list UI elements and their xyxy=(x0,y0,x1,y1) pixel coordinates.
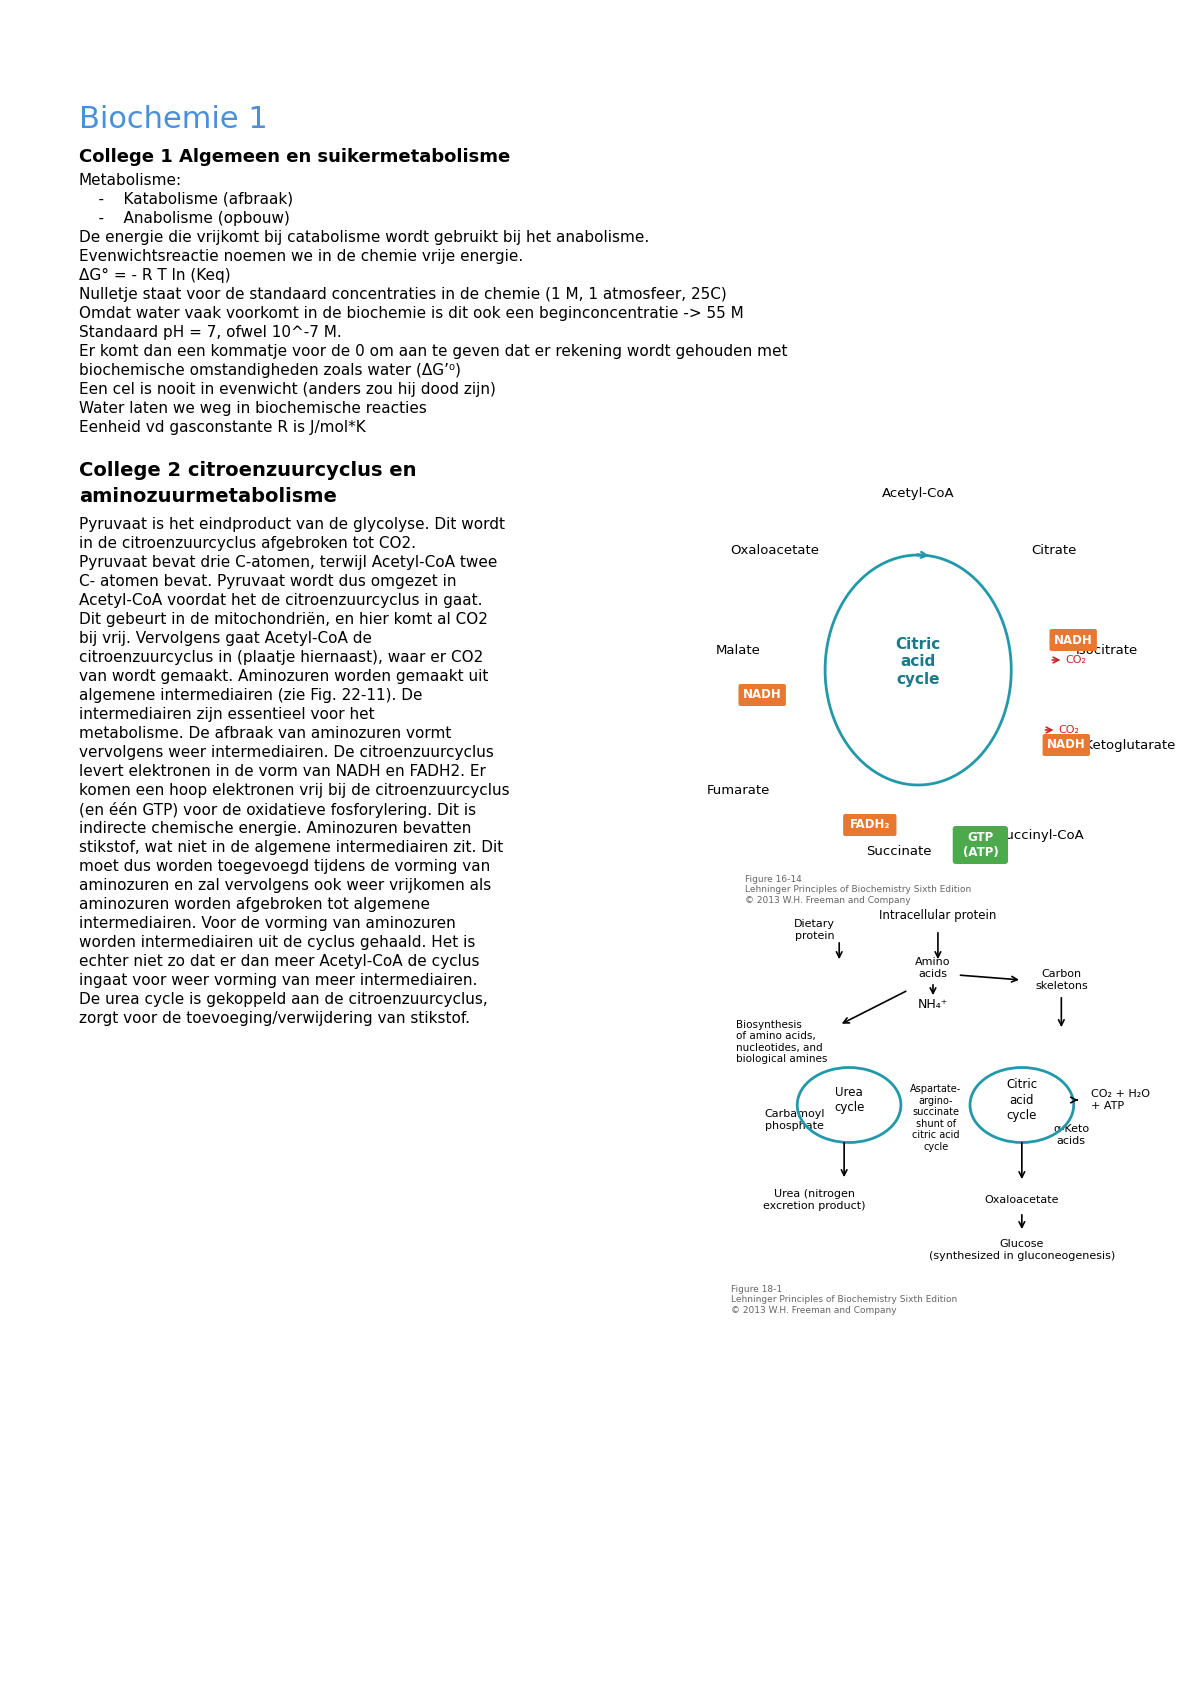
Text: Fumarate: Fumarate xyxy=(707,783,770,797)
Text: FADH₂: FADH₂ xyxy=(850,819,890,832)
Text: De energie die vrijkomt bij catabolisme wordt gebruikt bij het anabolisme.: De energie die vrijkomt bij catabolisme … xyxy=(79,231,649,246)
Text: Dietary
protein: Dietary protein xyxy=(794,919,835,941)
Text: stikstof, wat niet in de algemene intermediairen zit. Dit: stikstof, wat niet in de algemene interm… xyxy=(79,841,503,854)
Text: worden intermediairen uit de cyclus gehaald. Het is: worden intermediairen uit de cyclus geha… xyxy=(79,936,475,949)
Text: NADH: NADH xyxy=(1054,634,1092,646)
Text: Glucose
(synthesized in gluconeogenesis): Glucose (synthesized in gluconeogenesis) xyxy=(929,1239,1115,1261)
Text: indirecte chemische energie. Aminozuren bevatten: indirecte chemische energie. Aminozuren … xyxy=(79,820,472,836)
Text: metabolisme. De afbraak van aminozuren vormt: metabolisme. De afbraak van aminozuren v… xyxy=(79,725,451,741)
Text: Citric
acid
cycle: Citric acid cycle xyxy=(1007,1078,1038,1122)
Text: Eenheid vd gasconstante R is J/mol*K: Eenheid vd gasconstante R is J/mol*K xyxy=(79,420,366,436)
Text: aminozuren worden afgebroken tot algemene: aminozuren worden afgebroken tot algemen… xyxy=(79,897,430,912)
Text: Succinyl-CoA: Succinyl-CoA xyxy=(997,829,1084,841)
Text: Omdat water vaak voorkomt in de biochemie is dit ook een beginconcentratie -> 55: Omdat water vaak voorkomt in de biochemi… xyxy=(79,307,744,320)
Text: Oxaloacetate: Oxaloacetate xyxy=(731,544,820,556)
Text: Pyruvaat is het eindproduct van de glycolyse. Dit wordt: Pyruvaat is het eindproduct van de glyco… xyxy=(79,517,505,532)
Text: aminozuurmetabolisme: aminozuurmetabolisme xyxy=(79,486,337,507)
Text: Metabolisme:: Metabolisme: xyxy=(79,173,182,188)
Text: Urea
cycle: Urea cycle xyxy=(834,1086,864,1114)
Text: Evenwichtsreactie noemen we in de chemie vrije energie.: Evenwichtsreactie noemen we in de chemie… xyxy=(79,249,523,264)
Text: komen een hoop elektronen vrij bij de citroenzuurcyclus: komen een hoop elektronen vrij bij de ci… xyxy=(79,783,510,798)
FancyBboxPatch shape xyxy=(953,825,1008,864)
Text: vervolgens weer intermediairen. De citroenzuurcyclus: vervolgens weer intermediairen. De citro… xyxy=(79,746,494,759)
Text: Carbon
skeletons: Carbon skeletons xyxy=(1034,970,1087,992)
Text: ingaat voor weer vorming van meer intermediairen.: ingaat voor weer vorming van meer interm… xyxy=(79,973,478,988)
Text: Biochemie 1: Biochemie 1 xyxy=(79,105,268,134)
Text: bij vrij. Vervolgens gaat Acetyl-CoA de: bij vrij. Vervolgens gaat Acetyl-CoA de xyxy=(79,631,372,646)
Text: -    Anabolisme (opbouw): - Anabolisme (opbouw) xyxy=(79,210,290,225)
Text: α-Keto
acids: α-Keto acids xyxy=(1054,1124,1090,1146)
Text: Dit gebeurt in de mitochondriën, en hier komt al CO2: Dit gebeurt in de mitochondriën, en hier… xyxy=(79,612,488,627)
FancyBboxPatch shape xyxy=(738,685,786,707)
Text: van wordt gemaakt. Aminozuren worden gemaakt uit: van wordt gemaakt. Aminozuren worden gem… xyxy=(79,670,488,685)
Text: Amino
acids: Amino acids xyxy=(916,958,950,978)
Text: CO₂: CO₂ xyxy=(1066,654,1086,664)
FancyBboxPatch shape xyxy=(844,814,896,836)
Text: Figure 18-1
Lehninger Principles of Biochemistry Sixth Edition
© 2013 W.H. Freem: Figure 18-1 Lehninger Principles of Bioc… xyxy=(731,1285,956,1315)
Text: biochemische omstandigheden zoals water (ΔG’⁰): biochemische omstandigheden zoals water … xyxy=(79,363,461,378)
Text: Carbamoyl
phosphate: Carbamoyl phosphate xyxy=(764,1109,826,1131)
Text: NH₄⁺: NH₄⁺ xyxy=(918,998,948,1012)
Text: in de citroenzuurcyclus afgebroken tot CO2.: in de citroenzuurcyclus afgebroken tot C… xyxy=(79,536,416,551)
Text: C- atomen bevat. Pyruvaat wordt dus omgezet in: C- atomen bevat. Pyruvaat wordt dus omge… xyxy=(79,575,456,588)
Text: Isocitrate: Isocitrate xyxy=(1076,644,1139,656)
Text: -    Katabolisme (afbraak): - Katabolisme (afbraak) xyxy=(79,192,293,207)
Text: aminozuren en zal vervolgens ook weer vrijkomen als: aminozuren en zal vervolgens ook weer vr… xyxy=(79,878,491,893)
Text: Citrate: Citrate xyxy=(1032,544,1078,556)
Text: NADH: NADH xyxy=(743,688,781,702)
Text: Oxaloacetate: Oxaloacetate xyxy=(984,1195,1060,1205)
Text: Een cel is nooit in evenwicht (anders zou hij dood zijn): Een cel is nooit in evenwicht (anders zo… xyxy=(79,381,496,397)
Text: citroenzuurcyclus in (plaatje hiernaast), waar er CO2: citroenzuurcyclus in (plaatje hiernaast)… xyxy=(79,649,484,664)
Text: Aspartate-
argino-
succinate
shunt of
citric acid
cycle: Aspartate- argino- succinate shunt of ci… xyxy=(911,1085,961,1153)
Text: Intracellular protein: Intracellular protein xyxy=(880,909,997,922)
Text: De urea cycle is gekoppeld aan de citroenzuurcyclus,: De urea cycle is gekoppeld aan de citroe… xyxy=(79,992,487,1007)
Text: NADH: NADH xyxy=(1046,739,1086,751)
Text: GTP
(ATP): GTP (ATP) xyxy=(962,831,998,859)
Text: Biosynthesis
of amino acids,
nucleotides, and
biological amines: Biosynthesis of amino acids, nucleotides… xyxy=(736,1020,827,1064)
Text: Acetyl-CoA voordat het de citroenzuurcyclus in gaat.: Acetyl-CoA voordat het de citroenzuurcyc… xyxy=(79,593,482,609)
Text: Urea (nitrogen
excretion product): Urea (nitrogen excretion product) xyxy=(763,1190,865,1210)
Text: echter niet zo dat er dan meer Acetyl-CoA de cyclus: echter niet zo dat er dan meer Acetyl-Co… xyxy=(79,954,480,970)
Text: Acetyl-CoA: Acetyl-CoA xyxy=(882,486,954,500)
Text: College 1 Algemeen en suikermetabolisme: College 1 Algemeen en suikermetabolisme xyxy=(79,147,510,166)
Text: (en één GTP) voor de oxidatieve fosforylering. Dit is: (en één GTP) voor de oxidatieve fosforyl… xyxy=(79,802,476,819)
Text: Figure 16-14
Lehninger Principles of Biochemistry Sixth Edition
© 2013 W.H. Free: Figure 16-14 Lehninger Principles of Bio… xyxy=(745,875,972,905)
Text: ΔG° = - R T ln (Keq): ΔG° = - R T ln (Keq) xyxy=(79,268,230,283)
Text: Malate: Malate xyxy=(715,644,761,656)
FancyBboxPatch shape xyxy=(1050,629,1097,651)
Text: Citric
acid
cycle: Citric acid cycle xyxy=(895,637,941,686)
Text: zorgt voor de toevoeging/verwijdering van stikstof.: zorgt voor de toevoeging/verwijdering va… xyxy=(79,1010,470,1025)
Text: Water laten we weg in biochemische reacties: Water laten we weg in biochemische react… xyxy=(79,402,427,415)
FancyBboxPatch shape xyxy=(1043,734,1090,756)
Text: Pyruvaat bevat drie C-atomen, terwijl Acetyl-CoA twee: Pyruvaat bevat drie C-atomen, terwijl Ac… xyxy=(79,554,497,570)
Text: Succinate: Succinate xyxy=(865,846,931,858)
Text: Nulletje staat voor de standaard concentraties in de chemie (1 M, 1 atmosfeer, 2: Nulletje staat voor de standaard concent… xyxy=(79,286,727,302)
Text: intermediairen. Voor de vorming van aminozuren: intermediairen. Voor de vorming van amin… xyxy=(79,915,456,931)
Text: algemene intermediairen (zie Fig. 22-11). De: algemene intermediairen (zie Fig. 22-11)… xyxy=(79,688,422,703)
Text: Standaard pH = 7, ofwel 10^-7 M.: Standaard pH = 7, ofwel 10^-7 M. xyxy=(79,325,342,341)
Text: College 2 citroenzuurcyclus en: College 2 citroenzuurcyclus en xyxy=(79,461,416,480)
Text: α-Ketoglutarate: α-Ketoglutarate xyxy=(1072,739,1176,751)
Text: CO₂ + H₂O
+ ATP: CO₂ + H₂O + ATP xyxy=(1091,1090,1150,1110)
Text: levert elektronen in de vorm van NADH en FADH2. Er: levert elektronen in de vorm van NADH en… xyxy=(79,764,486,780)
Text: intermediairen zijn essentieel voor het: intermediairen zijn essentieel voor het xyxy=(79,707,374,722)
Text: Er komt dan een kommatje voor de 0 om aan te geven dat er rekening wordt gehoude: Er komt dan een kommatje voor de 0 om aa… xyxy=(79,344,787,359)
Text: moet dus worden toegevoegd tijdens de vorming van: moet dus worden toegevoegd tijdens de vo… xyxy=(79,859,491,875)
Text: CO₂: CO₂ xyxy=(1058,725,1079,736)
